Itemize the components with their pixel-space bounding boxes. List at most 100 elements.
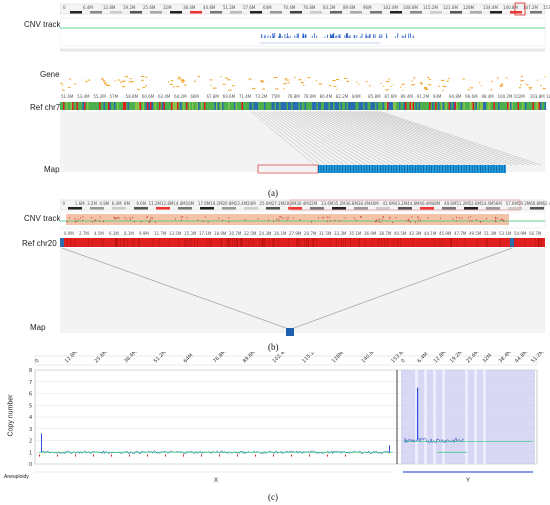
ref-site-b	[341, 238, 342, 247]
chrX-outlier-c	[75, 454, 76, 457]
ref-site-a	[183, 102, 185, 110]
gene-mark-a	[180, 79, 185, 81]
gene-mark-a	[178, 77, 181, 79]
ref-site-a	[75, 102, 77, 110]
ref-site-a	[112, 102, 115, 110]
ref-site-a	[210, 102, 212, 110]
map-site-a	[399, 165, 400, 173]
ref-site-a	[526, 102, 529, 110]
cnv-mark-a	[263, 36, 265, 38]
ref-site-a	[234, 102, 236, 110]
ruler-tick-a: 140.8M	[503, 5, 518, 10]
gene-mark-a	[177, 78, 180, 80]
cnv-mark-a	[365, 35, 367, 38]
ref-site-b	[210, 238, 212, 247]
cnv-mark-b	[182, 216, 183, 218]
ref-site-b	[476, 238, 478, 247]
cnv-mark-a	[332, 34, 334, 38]
ref-tick-b: 20.7M	[229, 231, 242, 236]
cnv-mark-b	[278, 218, 280, 220]
cnv-track-a	[60, 17, 546, 47]
ref-site-b	[246, 238, 247, 247]
ref-tick-a: 89.4M	[401, 94, 414, 99]
cytoband-b	[156, 207, 170, 210]
ref-site-a	[247, 102, 250, 110]
ref-site-a	[297, 102, 299, 110]
gene-mark-a	[120, 81, 124, 83]
ref-site-a	[435, 102, 437, 110]
ref-site-a	[111, 102, 113, 110]
cnv-mark-b	[311, 221, 313, 223]
cnv-mark-b	[292, 217, 294, 219]
ref-site-a	[181, 102, 184, 110]
cnv-mark-b	[148, 221, 150, 223]
ref-site-a	[531, 102, 533, 110]
ref-site-a	[144, 102, 146, 110]
chrX-outlier-c	[237, 454, 238, 457]
cnv-mark-a	[361, 33, 363, 38]
gene-mark-a	[518, 87, 522, 89]
cnv-mark-b	[268, 219, 269, 222]
cnv-mark-a	[286, 36, 288, 38]
chrX-outlier-c	[201, 454, 202, 457]
ref-site-b	[486, 238, 487, 247]
ref-site-a	[252, 102, 254, 110]
cnv-mark-b	[456, 216, 458, 218]
ref-site-a	[139, 102, 142, 110]
ruler-tick-a: 19.2M	[123, 5, 136, 10]
cytoband-b	[530, 207, 544, 210]
cytoband-b	[200, 207, 214, 210]
map-site-a	[336, 165, 338, 173]
ref-site-a	[385, 102, 388, 110]
cnv-mark-a	[397, 33, 399, 38]
alignment-line-a	[329, 110, 455, 166]
ref-site-b	[262, 238, 263, 247]
ref-site-a	[159, 102, 161, 110]
ref-site-b	[538, 238, 540, 247]
ref-site-a	[387, 102, 389, 110]
ref-site-a	[504, 102, 506, 110]
ruler-tick-b: 19.2M	[210, 201, 223, 206]
ref-site-a	[265, 102, 268, 110]
gap-band-c	[433, 370, 436, 464]
ref-site-a	[328, 102, 331, 110]
gene-mark-a	[402, 89, 404, 91]
y-axis-tick-c: 7	[29, 380, 32, 386]
ruler-tick-b: 24M	[247, 201, 256, 206]
ref-tick-a: 66M	[190, 94, 199, 99]
ref-site-a	[408, 102, 410, 110]
ref-site-b	[384, 238, 386, 247]
ref-site-a	[456, 102, 458, 110]
ref-site-a	[243, 102, 245, 110]
gene-mark-a	[222, 83, 226, 85]
ref-tick-b: 54.9M	[514, 231, 527, 236]
ref-site-b	[116, 238, 118, 247]
alignment-line-a	[286, 110, 379, 166]
ref-site-b	[227, 238, 229, 247]
gap-band-c	[442, 370, 445, 464]
chrX-outlier-c	[129, 454, 130, 457]
ruler-tick-a: 57.6M	[243, 5, 256, 10]
cytoband-a	[410, 11, 422, 14]
ref-site-b	[127, 238, 129, 247]
ref-site-b	[88, 238, 89, 247]
cnv-mark-b	[279, 216, 281, 218]
map-site-a	[345, 165, 346, 173]
ref-site-a	[127, 102, 130, 110]
ref-site-b	[186, 238, 188, 247]
ref-tick-a: 58.8M	[126, 94, 139, 99]
cytoband-a	[450, 11, 462, 14]
gene-mark-a	[262, 88, 266, 90]
ruler-tick-b: 40M	[370, 201, 379, 206]
ref-site-a	[540, 102, 542, 110]
gene-mark-a	[544, 76, 546, 78]
ref-site-a	[198, 102, 200, 110]
map-site-a	[326, 165, 327, 173]
ref-site-a	[390, 102, 392, 110]
ref-site-a	[280, 102, 283, 110]
cytoband-a	[470, 11, 482, 14]
ref-site-b	[123, 238, 125, 247]
ref-site-b	[312, 238, 313, 247]
cytoband-b	[354, 207, 368, 210]
ref-site-a	[175, 102, 178, 110]
